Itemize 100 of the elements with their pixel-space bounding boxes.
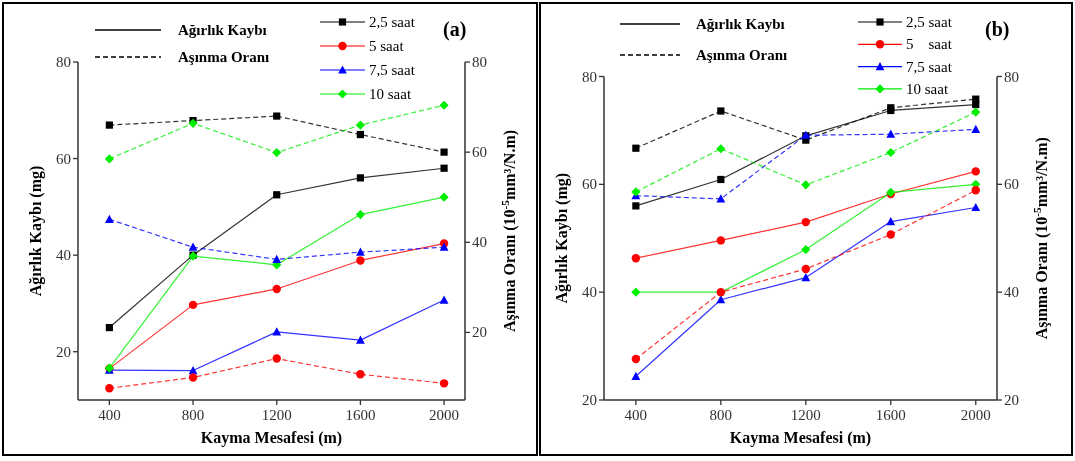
point xyxy=(631,287,641,297)
y2-tick-label: 40 xyxy=(472,234,487,251)
x-tick-label: 1200 xyxy=(261,407,292,423)
point xyxy=(971,124,981,133)
point xyxy=(632,202,640,210)
y2-tick-label: 60 xyxy=(472,144,487,161)
y-tick-label: 20 xyxy=(582,392,597,408)
point xyxy=(440,148,448,156)
y2-tick-label: 40 xyxy=(1004,284,1019,301)
point xyxy=(971,186,980,195)
x-tick-label: 400 xyxy=(98,407,121,423)
point xyxy=(801,273,811,282)
y2-tick-label: 20 xyxy=(472,324,487,341)
point xyxy=(971,107,981,117)
point xyxy=(272,284,281,294)
point xyxy=(886,129,896,138)
point xyxy=(631,187,641,197)
x-tick-label: 1600 xyxy=(875,407,906,423)
point xyxy=(971,202,981,212)
point xyxy=(272,327,282,336)
point xyxy=(104,154,114,164)
annotation: Aşınma Oranı xyxy=(178,49,270,65)
y-tick-label: 40 xyxy=(56,247,71,264)
point xyxy=(439,295,449,304)
y2-tick-label: 60 xyxy=(1004,176,1019,193)
point xyxy=(105,323,113,332)
text: Ağırlık Kaybı xyxy=(178,22,267,38)
chart-title: (b) xyxy=(985,18,1010,41)
text: Aşınma Oranı xyxy=(696,47,788,63)
point xyxy=(272,354,281,363)
point xyxy=(716,295,726,304)
y-axis-title: Ağırlık Kaybı (mg) xyxy=(553,172,571,304)
y-tick-label: 60 xyxy=(56,150,71,167)
x-tick-label: 2000 xyxy=(429,407,460,423)
y-tick-label: 80 xyxy=(582,68,597,85)
point xyxy=(631,354,641,364)
point xyxy=(440,164,448,172)
point xyxy=(439,100,449,110)
legend-label: 5 saat xyxy=(369,38,405,54)
y-tick-label: 80 xyxy=(56,54,71,70)
legend-label: 10 saat xyxy=(906,80,949,97)
point xyxy=(273,112,281,120)
y2-tick-label: 80 xyxy=(472,54,487,70)
legend-label: 7,5 saat xyxy=(369,62,416,78)
y2-tick-label: 80 xyxy=(1004,68,1019,85)
point xyxy=(356,247,365,256)
x-tick-label: 2000 xyxy=(960,407,991,423)
point xyxy=(886,216,896,226)
point xyxy=(886,230,895,239)
point xyxy=(105,384,114,393)
point xyxy=(273,191,281,199)
point xyxy=(439,379,449,388)
x-tick-label: 800 xyxy=(709,407,733,423)
point xyxy=(717,107,725,115)
point xyxy=(272,254,282,263)
y-tick-label: 40 xyxy=(582,284,597,301)
y2-tick-label: 20 xyxy=(1004,392,1019,408)
point xyxy=(188,300,198,310)
point xyxy=(356,256,365,265)
legend-label: 2,5 saat xyxy=(906,14,953,30)
legend-label: 10 saat xyxy=(369,86,412,102)
point xyxy=(972,95,980,103)
x-tick-label: 800 xyxy=(181,407,205,423)
y-tick-label: 60 xyxy=(582,176,597,193)
point xyxy=(356,335,365,344)
point xyxy=(971,167,980,176)
point xyxy=(801,180,811,190)
point xyxy=(272,147,282,158)
x-tick-label: 400 xyxy=(624,407,648,423)
x-tick-label: 1200 xyxy=(790,407,821,423)
point xyxy=(716,236,726,245)
x-axis-title: Kayma Mesafesi (m) xyxy=(200,429,343,447)
point xyxy=(356,130,365,139)
point xyxy=(716,144,726,154)
text: Ağırlık Kaybı xyxy=(696,16,785,32)
point xyxy=(631,371,641,380)
point xyxy=(356,174,365,182)
point xyxy=(717,175,725,184)
y-axis-title: Ağırlık Kaybı (mg) xyxy=(27,165,45,297)
legend-label: 2,5 saat xyxy=(369,14,416,30)
x-tick-label: 1600 xyxy=(345,407,376,423)
y-tick-label: 20 xyxy=(56,343,71,360)
point xyxy=(355,209,366,220)
chart-title: (a) xyxy=(443,18,467,41)
point xyxy=(104,214,114,223)
point xyxy=(801,264,811,274)
x-axis-title: Kayma Mesafesi (m) xyxy=(729,429,872,447)
point xyxy=(801,217,811,227)
point xyxy=(631,254,641,263)
point xyxy=(105,121,113,129)
point xyxy=(188,373,198,382)
point xyxy=(632,144,640,152)
point xyxy=(886,147,896,158)
point xyxy=(188,242,198,251)
point xyxy=(801,244,811,255)
point xyxy=(355,120,366,130)
point xyxy=(356,370,365,379)
legend-label: 7,5 saat xyxy=(906,58,953,75)
legend-label: 5 saat xyxy=(906,36,953,53)
point xyxy=(439,192,449,202)
